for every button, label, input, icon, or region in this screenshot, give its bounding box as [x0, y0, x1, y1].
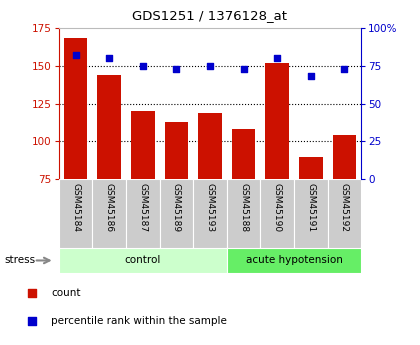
- Bar: [294, 179, 328, 248]
- Bar: [299, 157, 323, 179]
- Bar: [260, 179, 294, 248]
- Point: [207, 63, 213, 68]
- Point: [341, 66, 348, 71]
- Bar: [265, 62, 289, 179]
- Bar: [193, 179, 227, 248]
- Bar: [232, 129, 255, 179]
- Bar: [165, 122, 188, 179]
- Bar: [160, 179, 193, 248]
- Text: GSM45184: GSM45184: [71, 183, 80, 232]
- Bar: [59, 248, 227, 273]
- Point: [29, 290, 36, 296]
- Text: count: count: [51, 288, 81, 298]
- Text: GSM45193: GSM45193: [205, 183, 215, 232]
- Point: [72, 52, 79, 58]
- Point: [274, 55, 281, 61]
- Text: GSM45190: GSM45190: [273, 183, 282, 232]
- Point: [173, 66, 180, 71]
- Point: [240, 66, 247, 71]
- Bar: [59, 179, 92, 248]
- Text: percentile rank within the sample: percentile rank within the sample: [51, 316, 227, 326]
- Point: [139, 63, 146, 68]
- Text: GSM45188: GSM45188: [239, 183, 248, 232]
- Text: stress: stress: [4, 256, 35, 265]
- Text: GSM45191: GSM45191: [306, 183, 315, 232]
- Text: GSM45187: GSM45187: [138, 183, 147, 232]
- Bar: [328, 179, 361, 248]
- Bar: [333, 135, 356, 179]
- Bar: [97, 75, 121, 179]
- Bar: [227, 179, 260, 248]
- Bar: [64, 38, 87, 179]
- Point: [307, 73, 314, 79]
- Bar: [131, 111, 155, 179]
- Text: GSM45192: GSM45192: [340, 183, 349, 232]
- Text: GDS1251 / 1376128_at: GDS1251 / 1376128_at: [132, 9, 288, 22]
- Text: GSM45189: GSM45189: [172, 183, 181, 232]
- Bar: [92, 179, 126, 248]
- Bar: [198, 112, 222, 179]
- Point: [106, 55, 113, 61]
- Bar: [227, 248, 361, 273]
- Text: acute hypotension: acute hypotension: [246, 256, 342, 265]
- Text: GSM45186: GSM45186: [105, 183, 114, 232]
- Bar: [126, 179, 160, 248]
- Text: control: control: [125, 256, 161, 265]
- Point: [29, 318, 36, 324]
